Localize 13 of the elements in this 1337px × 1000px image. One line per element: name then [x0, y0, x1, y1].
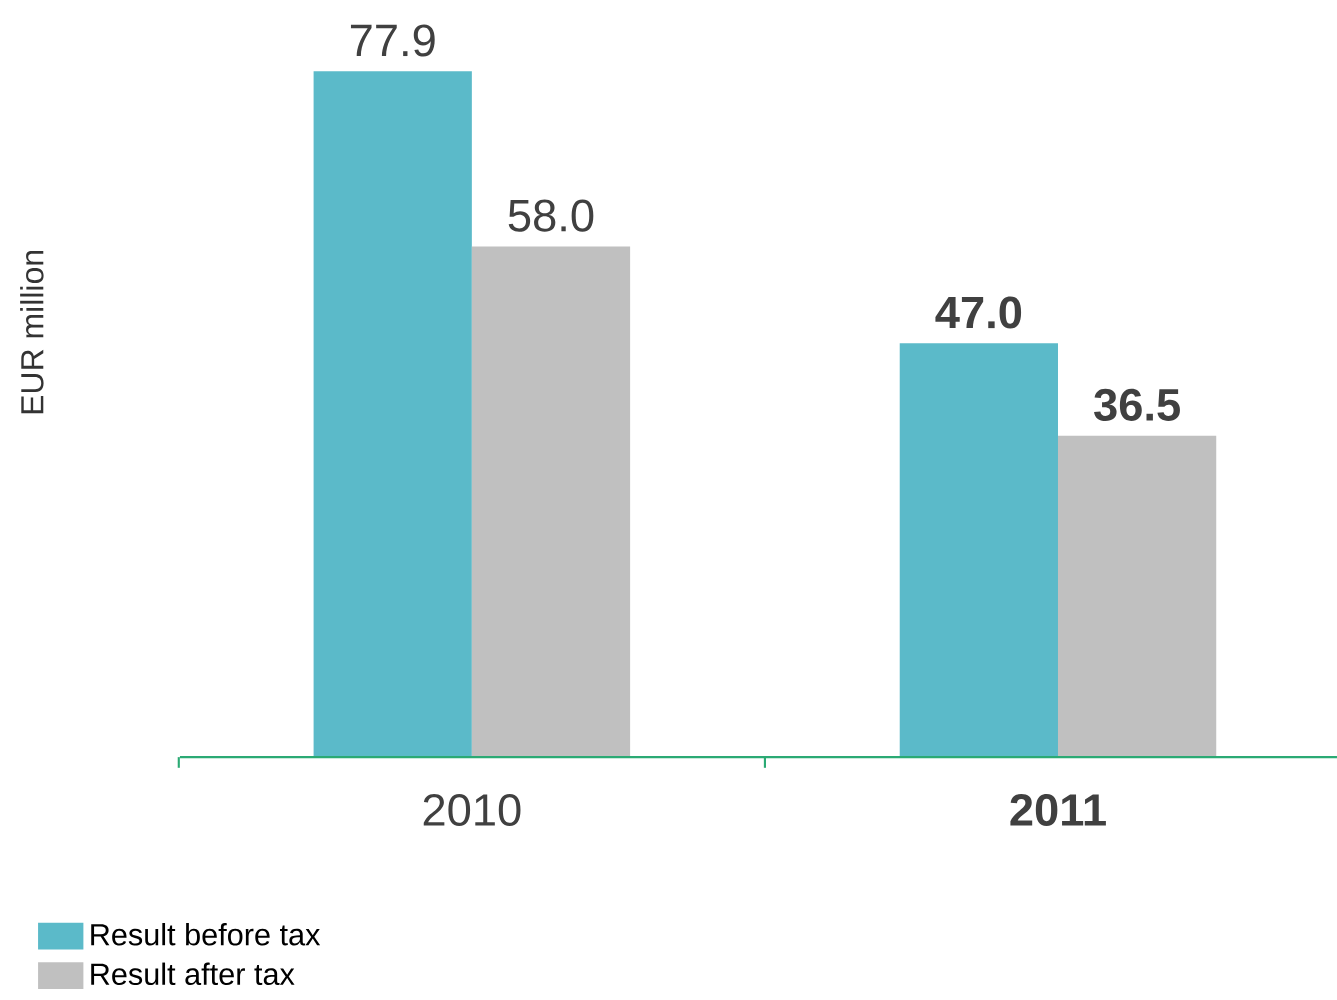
- bar: [899, 343, 1058, 758]
- bar: [471, 246, 631, 758]
- legend-label: Result after tax: [91, 962, 295, 986]
- data-label: 58.0: [508, 199, 594, 232]
- data-label: 47.0: [935, 296, 1022, 329]
- data-label: 36.5: [1094, 388, 1180, 422]
- x-tick-label: 2010: [423, 794, 521, 827]
- x-tick-label: 2011: [1010, 794, 1106, 827]
- bar: [313, 71, 472, 758]
- text: EUR million: [20, 251, 44, 414]
- legend-label: Result before tax: [91, 923, 321, 946]
- bar: [1057, 435, 1217, 758]
- data-label: 77.9: [350, 24, 435, 57]
